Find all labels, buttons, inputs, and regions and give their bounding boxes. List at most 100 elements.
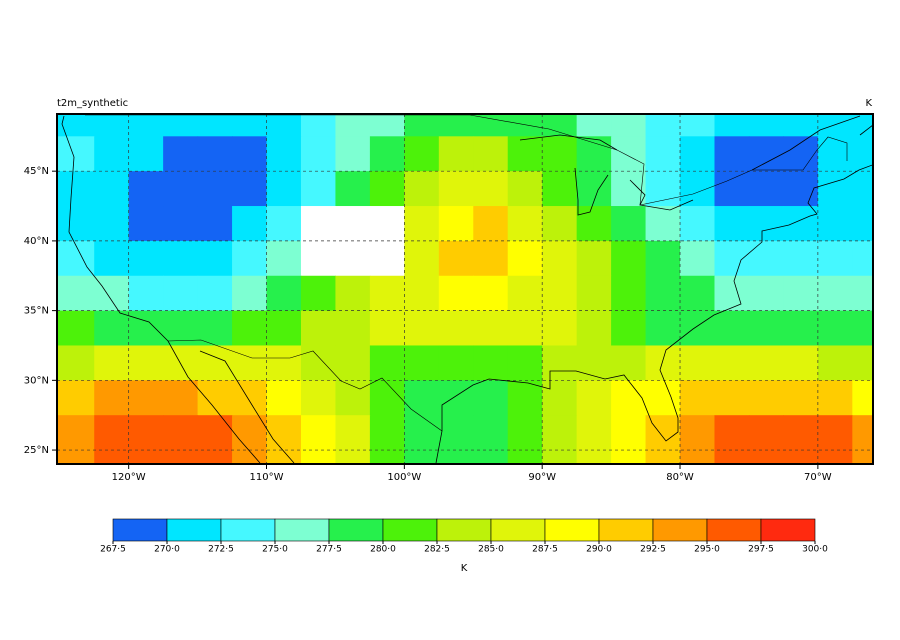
grid-cell — [611, 415, 647, 464]
colorbar-tick-label: 267·5 — [100, 545, 126, 555]
grid-cell — [748, 275, 784, 312]
grid-cell — [783, 136, 819, 172]
grid-cell — [232, 114, 268, 137]
grid-cell — [266, 310, 302, 346]
grid-cell — [300, 275, 336, 312]
y-tick-label: 40°N — [24, 236, 49, 247]
grid-cell — [680, 206, 715, 242]
grid-cell — [128, 136, 164, 172]
grid-cell — [542, 310, 578, 346]
gulf-coast — [435, 164, 873, 464]
grid-cell — [369, 114, 405, 137]
grid-cell — [576, 415, 612, 464]
grid-cell — [783, 415, 819, 464]
grid-cell — [645, 415, 681, 464]
grid-cell — [680, 240, 715, 277]
grid-cell — [645, 275, 681, 312]
colorbar-bin — [220, 518, 276, 542]
grid-cell — [128, 114, 164, 137]
grid-cell — [57, 114, 95, 137]
grid-cell — [783, 380, 819, 416]
grid-cell — [369, 380, 405, 416]
grid-cell — [404, 275, 440, 312]
grid-cell — [232, 136, 268, 172]
grid-cell — [611, 206, 647, 242]
grid-cell — [57, 171, 95, 207]
grid-cell — [197, 415, 233, 464]
grid-cell — [369, 415, 405, 464]
grid-cell — [748, 136, 784, 172]
grid-cell — [507, 345, 543, 381]
grid-cell — [438, 206, 474, 242]
grid-cell — [748, 240, 784, 277]
grid-cell — [714, 415, 750, 464]
grid-cell — [473, 114, 509, 137]
colorbar-bin — [598, 518, 654, 542]
canada-border — [85, 114, 848, 206]
grid-cell — [57, 136, 95, 172]
grid-cell — [748, 345, 784, 381]
x-tick-label: 70°W — [804, 472, 832, 483]
grid-cell — [542, 206, 578, 242]
grid-cell — [438, 114, 474, 137]
y-tick-label: 30°N — [24, 375, 49, 386]
field — [57, 114, 873, 464]
grid-cell — [714, 310, 750, 346]
grid-cell — [163, 240, 199, 277]
grid-cell — [404, 171, 440, 207]
grid-cell — [438, 345, 474, 381]
grid-cell — [266, 171, 302, 207]
grid-cell — [369, 171, 405, 207]
grid-cell — [300, 136, 336, 172]
grid-cell — [335, 415, 371, 464]
grid-cell — [266, 136, 302, 172]
st-lawrence — [751, 115, 873, 171]
map-frame — [56, 113, 874, 465]
grid-cell — [542, 415, 578, 464]
grid-cell — [714, 345, 750, 381]
grid-cell — [404, 136, 440, 172]
grid-cell — [94, 380, 130, 416]
grid-cell — [57, 206, 95, 242]
gulf-of-california — [199, 350, 295, 464]
y-tick-label: 45°N — [24, 166, 49, 177]
grid-cell — [57, 380, 95, 416]
grid-cell — [507, 380, 543, 416]
grid-cell — [163, 206, 199, 242]
colorbar-tick-label: 297·5 — [748, 545, 774, 555]
grid-cell — [852, 240, 873, 277]
grid-cell — [817, 114, 853, 137]
grid-cell — [163, 136, 199, 172]
grid-cell — [404, 345, 440, 381]
grid-cell — [438, 415, 474, 464]
grid-cell — [163, 415, 199, 464]
grid-cell — [714, 206, 750, 242]
grid-cell — [128, 206, 164, 242]
grid-cell — [232, 240, 268, 277]
grid-cell — [611, 114, 647, 137]
grid-cell — [507, 240, 543, 277]
colorbar-tick-label: 275·0 — [262, 545, 288, 555]
grid-cell — [714, 136, 750, 172]
grid-cell — [542, 345, 578, 381]
grid-cell — [266, 275, 302, 312]
grid-cell — [57, 310, 95, 346]
grid-cell — [438, 310, 474, 346]
grid-cell — [128, 310, 164, 346]
y-tick-label: 25°N — [24, 445, 49, 456]
grid-cell — [300, 345, 336, 381]
grid-cell — [783, 206, 819, 242]
grid-cell — [507, 415, 543, 464]
colorbar-tick-label: 282·5 — [424, 545, 450, 555]
grid-cell — [576, 345, 612, 381]
grid-cell — [748, 171, 784, 207]
grid-cell — [817, 345, 853, 381]
y-tick-label: 35°N — [24, 306, 49, 317]
grid-cell — [852, 136, 873, 172]
grid-cell — [128, 415, 164, 464]
grid-cell — [748, 310, 784, 346]
units-label: K — [865, 98, 872, 109]
grid-cell — [817, 310, 853, 346]
grid-cell — [128, 171, 164, 207]
grid-cell — [817, 415, 853, 464]
